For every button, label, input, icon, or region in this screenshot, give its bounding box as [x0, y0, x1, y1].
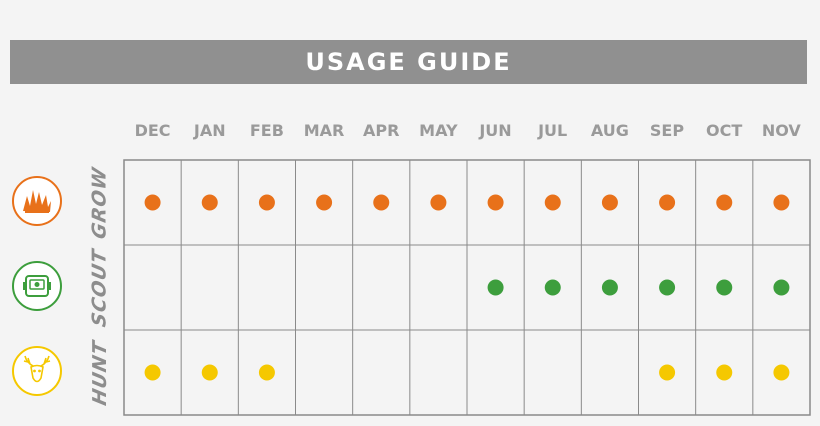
usage-dot-grow-aug	[601, 194, 618, 211]
usage-dot-grow-mar	[316, 194, 333, 211]
deer-skull-icon	[12, 346, 62, 396]
usage-dot-scout-nov	[773, 279, 790, 296]
usage-dot-hunt-nov	[773, 364, 790, 381]
usage-dot-grow-feb	[258, 194, 275, 211]
antler-growth-icon	[12, 176, 62, 226]
month-label: FEB	[249, 121, 284, 140]
month-label: MAY	[419, 121, 458, 140]
month-label: JAN	[193, 121, 226, 140]
usage-dot-grow-jan	[201, 194, 218, 211]
usage-dot-grow-jun	[487, 194, 504, 211]
row-label-scout: SCOUT	[89, 247, 112, 329]
usage-dot-grow-oct	[716, 194, 733, 211]
usage-dot-scout-oct	[716, 279, 733, 296]
usage-dot-grow-may	[430, 194, 447, 211]
header-bar: USAGE GUIDE	[10, 40, 807, 84]
month-label: MAR	[303, 121, 345, 140]
row-label-grow: GROW	[89, 164, 111, 242]
usage-dot-grow-jul	[544, 194, 561, 211]
month-label: SEP	[649, 121, 685, 140]
month-label: DEC	[134, 121, 171, 140]
trail-camera-icon	[12, 261, 62, 311]
usage-dot-scout-jul	[544, 279, 561, 296]
usage-dot-grow-sep	[659, 194, 676, 211]
month-label: APR	[362, 121, 400, 140]
month-label: JUL	[538, 121, 568, 140]
usage-dot-hunt-jan	[201, 364, 218, 381]
usage-dot-hunt-oct	[716, 364, 733, 381]
usage-dot-scout-sep	[659, 279, 676, 296]
usage-dot-scout-jun	[487, 279, 504, 296]
chart-title: USAGE GUIDE	[305, 48, 512, 76]
month-label: JUN	[479, 121, 512, 140]
usage-dot-grow-nov	[773, 194, 790, 211]
month-label: AUG	[590, 121, 629, 140]
usage-dot-hunt-feb	[258, 364, 275, 381]
usage-dot-hunt-dec	[144, 364, 161, 381]
month-label: OCT	[706, 121, 743, 140]
usage-dot-grow-apr	[373, 194, 390, 211]
usage-dot-grow-dec	[144, 194, 161, 211]
usage-dot-scout-aug	[601, 279, 618, 296]
month-header-row: DEC JAN FEB MAR APR MAY JUN JUL AUG SEP …	[124, 118, 810, 144]
row-label-hunt: HUNT	[89, 338, 112, 408]
usage-dot-hunt-sep	[659, 364, 676, 381]
month-label: NOV	[761, 121, 801, 140]
